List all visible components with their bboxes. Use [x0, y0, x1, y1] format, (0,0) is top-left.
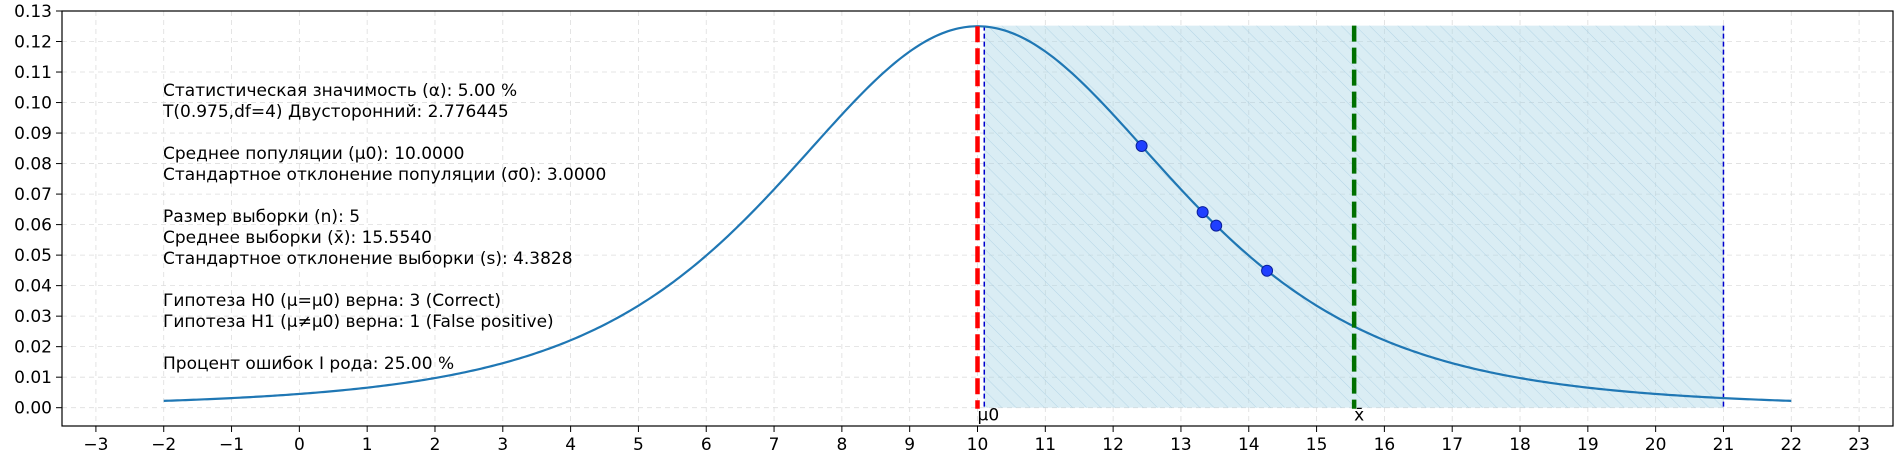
y-tick-label: 0.10 — [14, 94, 52, 114]
vline-label-0: μ0 — [978, 406, 1000, 426]
x-tick-label: 1 — [362, 435, 373, 455]
x-tick-label: 15 — [1306, 435, 1328, 455]
y-tick-label: 0.04 — [14, 277, 52, 297]
x-tick-label: 3 — [497, 435, 508, 455]
y-tick-label: 0.02 — [14, 338, 52, 358]
x-tick-label: 20 — [1645, 435, 1667, 455]
x-tick-label: 22 — [1780, 435, 1802, 455]
vline-label-1: x̄ — [1354, 406, 1364, 426]
x-tick-label: 2 — [430, 435, 441, 455]
vline-layer: μ0 x̄ — [975, 25, 1364, 426]
info-line: Стандартное отклонение выборки (s): 4.38… — [163, 249, 573, 269]
y-tick-label: 0.06 — [14, 216, 52, 236]
sample-point — [1135, 140, 1148, 153]
info-line: Гипотеза H1 (μ≠μ0) верна: 1 (False posit… — [163, 312, 554, 332]
info-line: Среднее популяции (μ0): 10.0000 — [163, 144, 465, 164]
info-line: Среднее выборки (x̄): 15.5540 — [163, 228, 432, 248]
info-line: Стандартное отклонение популяции (σ0): 3… — [163, 165, 606, 185]
y-tick-label: 0.11 — [14, 63, 52, 83]
x-tick-label: −3 — [83, 435, 108, 455]
y-tick-label: 0.13 — [14, 2, 52, 22]
y-tick-label: 0.09 — [14, 124, 52, 144]
x-tick-label: 4 — [565, 435, 576, 455]
x-tick-label: 10 — [967, 435, 989, 455]
x-tick-label: 8 — [836, 435, 847, 455]
y-tick-label: 0.00 — [14, 399, 52, 419]
x-tick-label: 23 — [1848, 435, 1870, 455]
x-tick-label: 6 — [701, 435, 712, 455]
y-tick-label: 0.08 — [14, 155, 52, 175]
info-text: Статистическая значимость (α): 5.00 %T(0… — [162, 81, 606, 374]
x-tick-label: 14 — [1238, 435, 1260, 455]
x-tick-label: 12 — [1102, 435, 1124, 455]
y-tick-label: 0.01 — [14, 368, 52, 388]
x-tick-label: 11 — [1034, 435, 1056, 455]
x-tick-label: 9 — [904, 435, 915, 455]
sample-point — [1196, 206, 1209, 219]
x-tick-label: 21 — [1713, 435, 1735, 455]
sample-point — [1261, 264, 1274, 277]
x-tick-label: 16 — [1374, 435, 1396, 455]
x-tick-label: 5 — [633, 435, 644, 455]
info-line: Размер выборки (n): 5 — [163, 207, 360, 227]
sample-point — [1210, 219, 1223, 232]
y-tick-label: 0.07 — [14, 185, 52, 205]
x-tick-label: 17 — [1441, 435, 1463, 455]
x-tick-label: −2 — [151, 435, 176, 455]
y-tick-label: 0.05 — [14, 246, 52, 266]
x-tick-label: 0 — [294, 435, 305, 455]
x-tick-label: 13 — [1170, 435, 1192, 455]
y-tick-label: 0.03 — [14, 307, 52, 327]
sample-points — [1135, 140, 1274, 277]
axis-ticks: −3 −2 −1 0 1 2 3 4 5 6 7 8 9 10 11 12 13 14 15 16 17 18 19 20 21… — [14, 2, 1870, 455]
x-tick-label: 7 — [769, 435, 780, 455]
x-tick-label: 19 — [1577, 435, 1599, 455]
x-tick-label: 18 — [1509, 435, 1531, 455]
info-line: Статистическая значимость (α): 5.00 % — [163, 81, 517, 101]
x-tick-label: −1 — [219, 435, 244, 455]
info-line: T(0.975,df=4) Двусторонний: 2.776445 — [162, 102, 509, 122]
y-tick-label: 0.12 — [14, 33, 52, 53]
info-line: Процент ошибок I рода: 25.00 % — [163, 354, 454, 374]
info-line: Гипотеза H0 (μ=μ0) верна: 3 (Correct) — [163, 291, 501, 311]
